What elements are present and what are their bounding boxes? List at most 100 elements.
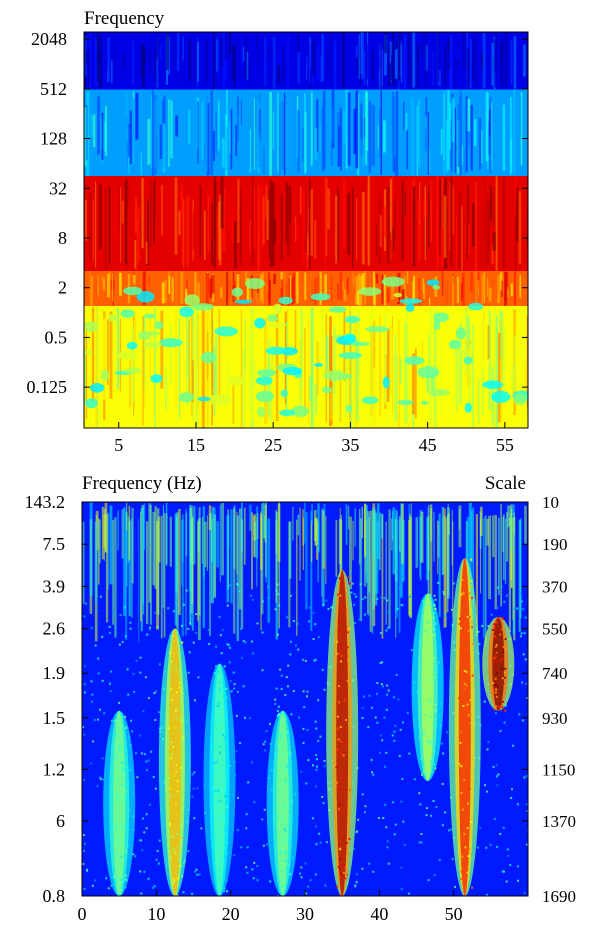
heatmap-speck — [342, 864, 345, 867]
heatmap-cell — [133, 275, 136, 298]
heatmap-spot — [321, 386, 333, 394]
heatmap-speck — [432, 800, 435, 802]
heatmap-speck — [502, 709, 505, 711]
heatmap-cell — [296, 271, 299, 304]
heatmap-cell — [484, 515, 487, 645]
heatmap-cell — [333, 327, 336, 395]
heatmap-cell — [162, 123, 166, 173]
heatmap-cell — [387, 45, 390, 87]
heatmap-speck — [123, 606, 126, 609]
heatmap-cell — [448, 51, 451, 66]
heatmap-speck — [502, 826, 505, 829]
heatmap-speck — [188, 651, 191, 654]
heatmap-speck — [286, 616, 289, 619]
heatmap-speck — [175, 691, 178, 694]
heatmap-cell — [114, 517, 117, 638]
heatmap-speck — [223, 736, 226, 739]
heatmap-speck — [526, 803, 528, 806]
heatmap-cell — [368, 101, 371, 173]
heatmap-speck — [495, 688, 498, 691]
heatmap-cell — [131, 518, 133, 618]
heatmap-speck — [460, 878, 463, 880]
heatmap-cell — [309, 36, 311, 83]
heatmap-cell — [483, 210, 486, 236]
heatmap-cell — [476, 386, 478, 418]
heatmap-spot — [432, 285, 441, 290]
heatmap-cell — [230, 509, 233, 604]
heatmap-cell — [146, 521, 149, 624]
heatmap-speck — [312, 764, 314, 767]
heatmap-speck — [468, 714, 470, 717]
heatmap-cell — [339, 507, 341, 593]
heatmap-speck — [312, 638, 315, 641]
heatmap-cell — [243, 507, 246, 565]
heatmap-cell — [302, 127, 304, 162]
heatmap-speck — [286, 732, 289, 735]
heatmap-speck — [493, 626, 496, 629]
heatmap-speck — [219, 634, 222, 637]
heatmap-cell — [152, 306, 156, 419]
heatmap-speck — [283, 838, 286, 840]
heatmap-cell — [226, 361, 229, 404]
heatmap-speck — [434, 675, 437, 678]
heatmap-cell — [501, 280, 503, 297]
heatmap-cell — [147, 276, 151, 286]
y-tick-label: 1.9 — [43, 663, 66, 683]
heatmap-speck — [503, 600, 506, 603]
heatmap-speck — [345, 842, 348, 844]
heatmap-cell — [195, 307, 198, 428]
heatmap-cell — [510, 283, 513, 297]
heatmap-speck — [494, 684, 497, 687]
heatmap-speck — [491, 629, 494, 631]
heatmap-speck — [523, 776, 526, 779]
heatmap-speck — [93, 879, 96, 882]
heatmap-speck — [518, 713, 521, 716]
heatmap-speck — [471, 886, 474, 889]
heatmap-spot — [426, 279, 440, 286]
heatmap-speck — [422, 732, 425, 735]
heatmap-speck — [280, 819, 283, 822]
heatmap-cell — [162, 505, 165, 608]
heatmap-speck — [179, 734, 182, 737]
heatmap-cell — [354, 294, 356, 304]
heatmap-speck — [225, 879, 228, 882]
heatmap-speck — [463, 778, 466, 781]
heatmap-cell — [250, 114, 254, 170]
heatmap-speck — [345, 865, 348, 867]
heatmap-speck — [147, 759, 150, 762]
heatmap-speck — [213, 769, 216, 772]
heatmap-speck — [217, 789, 219, 792]
heatmap-speck — [319, 735, 322, 738]
heatmap-speck — [142, 817, 144, 820]
heatmap-speck — [245, 813, 248, 816]
heatmap-cell — [494, 514, 497, 610]
heatmap-speck — [115, 826, 118, 829]
heatmap-cell — [147, 199, 149, 266]
heatmap-spot — [397, 399, 414, 406]
heatmap-cell — [216, 521, 219, 568]
heatmap-speck — [471, 621, 474, 624]
heatmap-cell — [514, 177, 518, 204]
heatmap-cell — [266, 198, 270, 240]
heatmap-cell — [254, 95, 257, 128]
heatmap-cell — [252, 360, 255, 388]
heatmap-speck — [249, 594, 252, 597]
heatmap-speck — [519, 635, 522, 638]
heatmap-speck — [145, 813, 148, 816]
heatmap-speck — [219, 681, 222, 684]
heatmap-speck — [314, 873, 317, 876]
heatmap-cell — [417, 44, 419, 88]
heatmap-spot — [464, 402, 472, 413]
heatmap-speck — [150, 620, 153, 623]
heatmap-speck — [285, 676, 288, 679]
heatmap-spot — [345, 404, 353, 413]
heatmap-speck — [306, 690, 309, 693]
heatmap-cell — [381, 513, 384, 539]
heatmap-cell — [515, 335, 518, 379]
heatmap-cell — [324, 177, 327, 271]
y-tick-label: 8 — [58, 228, 67, 248]
y-tick-label: 2048 — [31, 29, 67, 49]
heatmap-speck — [285, 767, 288, 770]
heatmap-speck — [335, 885, 338, 888]
heatmap-cell — [361, 32, 365, 79]
